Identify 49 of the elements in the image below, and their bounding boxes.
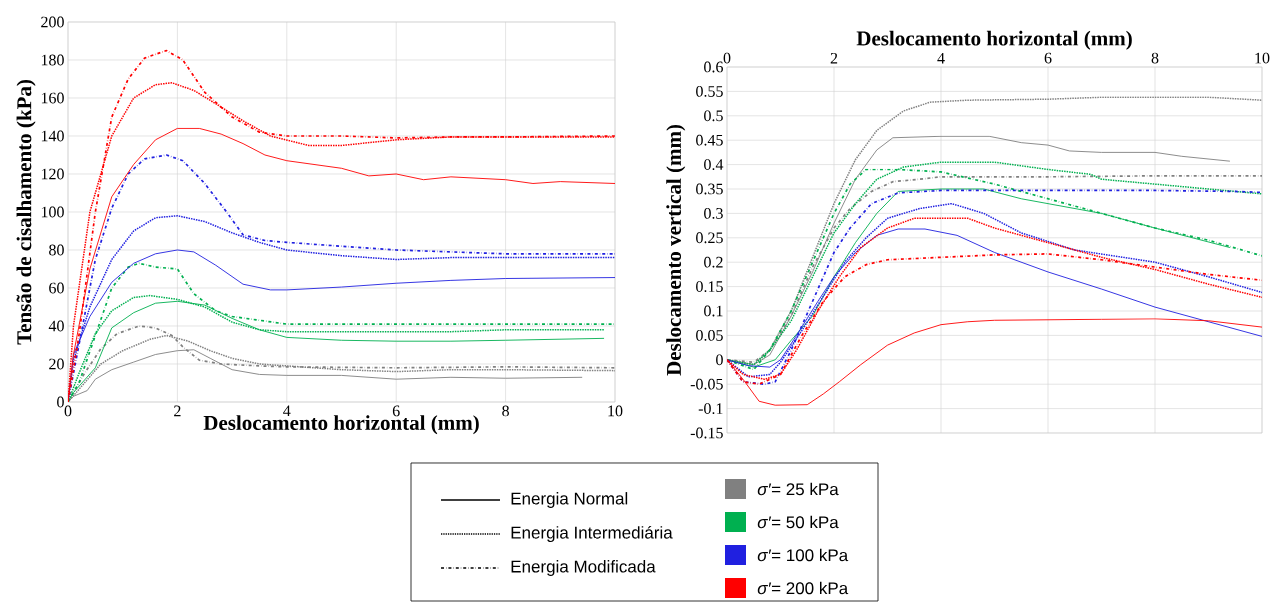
y-axis-title: Deslocamento vertical (mm) xyxy=(666,124,686,376)
legend-label: Energia Intermediária xyxy=(511,525,673,543)
y-tick-label: 0 xyxy=(57,396,64,408)
y-tick-label: 60 xyxy=(49,282,64,294)
y-tick-label: 0.4 xyxy=(704,159,724,171)
x-axis-title: Deslocamento horizontal (mm) xyxy=(203,415,479,435)
x-tick-label: 6 xyxy=(1044,52,1052,64)
x-tick-label: 4 xyxy=(283,405,291,417)
x-tick-label: 8 xyxy=(502,405,509,417)
y-tick-label: 160 xyxy=(41,92,64,104)
y-tick-label: 80 xyxy=(49,244,64,256)
y-tick-label: 0.3 xyxy=(704,207,723,219)
y-tick-label: 0.15 xyxy=(696,281,723,293)
y-tick-label: -0.15 xyxy=(690,427,723,439)
legend-label: σ′= 100 kPa xyxy=(757,548,849,562)
y-tick-label: 120 xyxy=(41,168,64,180)
x-tick-label: 2 xyxy=(830,52,838,64)
x-tick-label: 6 xyxy=(392,405,400,417)
legend-label: σ′= 25 kPa xyxy=(757,482,839,496)
x-tick-label: 0 xyxy=(64,405,72,417)
y-tick-label: 0.35 xyxy=(696,183,723,195)
y-axis-title: Tensão de cisalhamento (kPa) xyxy=(16,80,36,345)
y-tick-label: 140 xyxy=(41,130,64,142)
y-tick-label: 180 xyxy=(41,54,64,66)
y-tick-label: 40 xyxy=(48,320,64,332)
y-tick-label: 0 xyxy=(716,354,723,366)
x-tick-label: 10 xyxy=(608,405,623,417)
y-tick-label: 20 xyxy=(49,358,64,370)
y-tick-label: 0.1 xyxy=(704,305,723,317)
x-tick-label: 10 xyxy=(1255,52,1270,64)
x-axis-title: Deslocamento horizontal (mm) xyxy=(856,30,1132,50)
legend-label: σ′= 200 kPa xyxy=(757,581,849,595)
y-tick-label: -0.1 xyxy=(698,403,723,415)
y-tick-label: 200 xyxy=(41,16,64,28)
legend-label: σ′= 50 kPa xyxy=(757,515,839,529)
x-tick-label: 4 xyxy=(937,52,945,64)
y-tick-label: 100 xyxy=(41,206,64,218)
y-tick-label: 0.5 xyxy=(704,110,723,122)
y-tick-label: 0.6 xyxy=(704,61,723,73)
y-tick-label: 0.55 xyxy=(696,85,723,97)
x-tick-label: 2 xyxy=(174,405,181,417)
legend-label: Energia Normal xyxy=(511,492,628,508)
y-tick-label: 0.25 xyxy=(696,232,723,244)
y-tick-label: 0.05 xyxy=(696,329,723,341)
y-tick-label: -0.05 xyxy=(690,378,723,390)
y-tick-label: 0.45 xyxy=(696,134,723,146)
legend-label: Energia Modificada xyxy=(511,560,656,576)
y-tick-label: 0.2 xyxy=(704,256,723,268)
x-tick-label: 8 xyxy=(1151,52,1159,64)
